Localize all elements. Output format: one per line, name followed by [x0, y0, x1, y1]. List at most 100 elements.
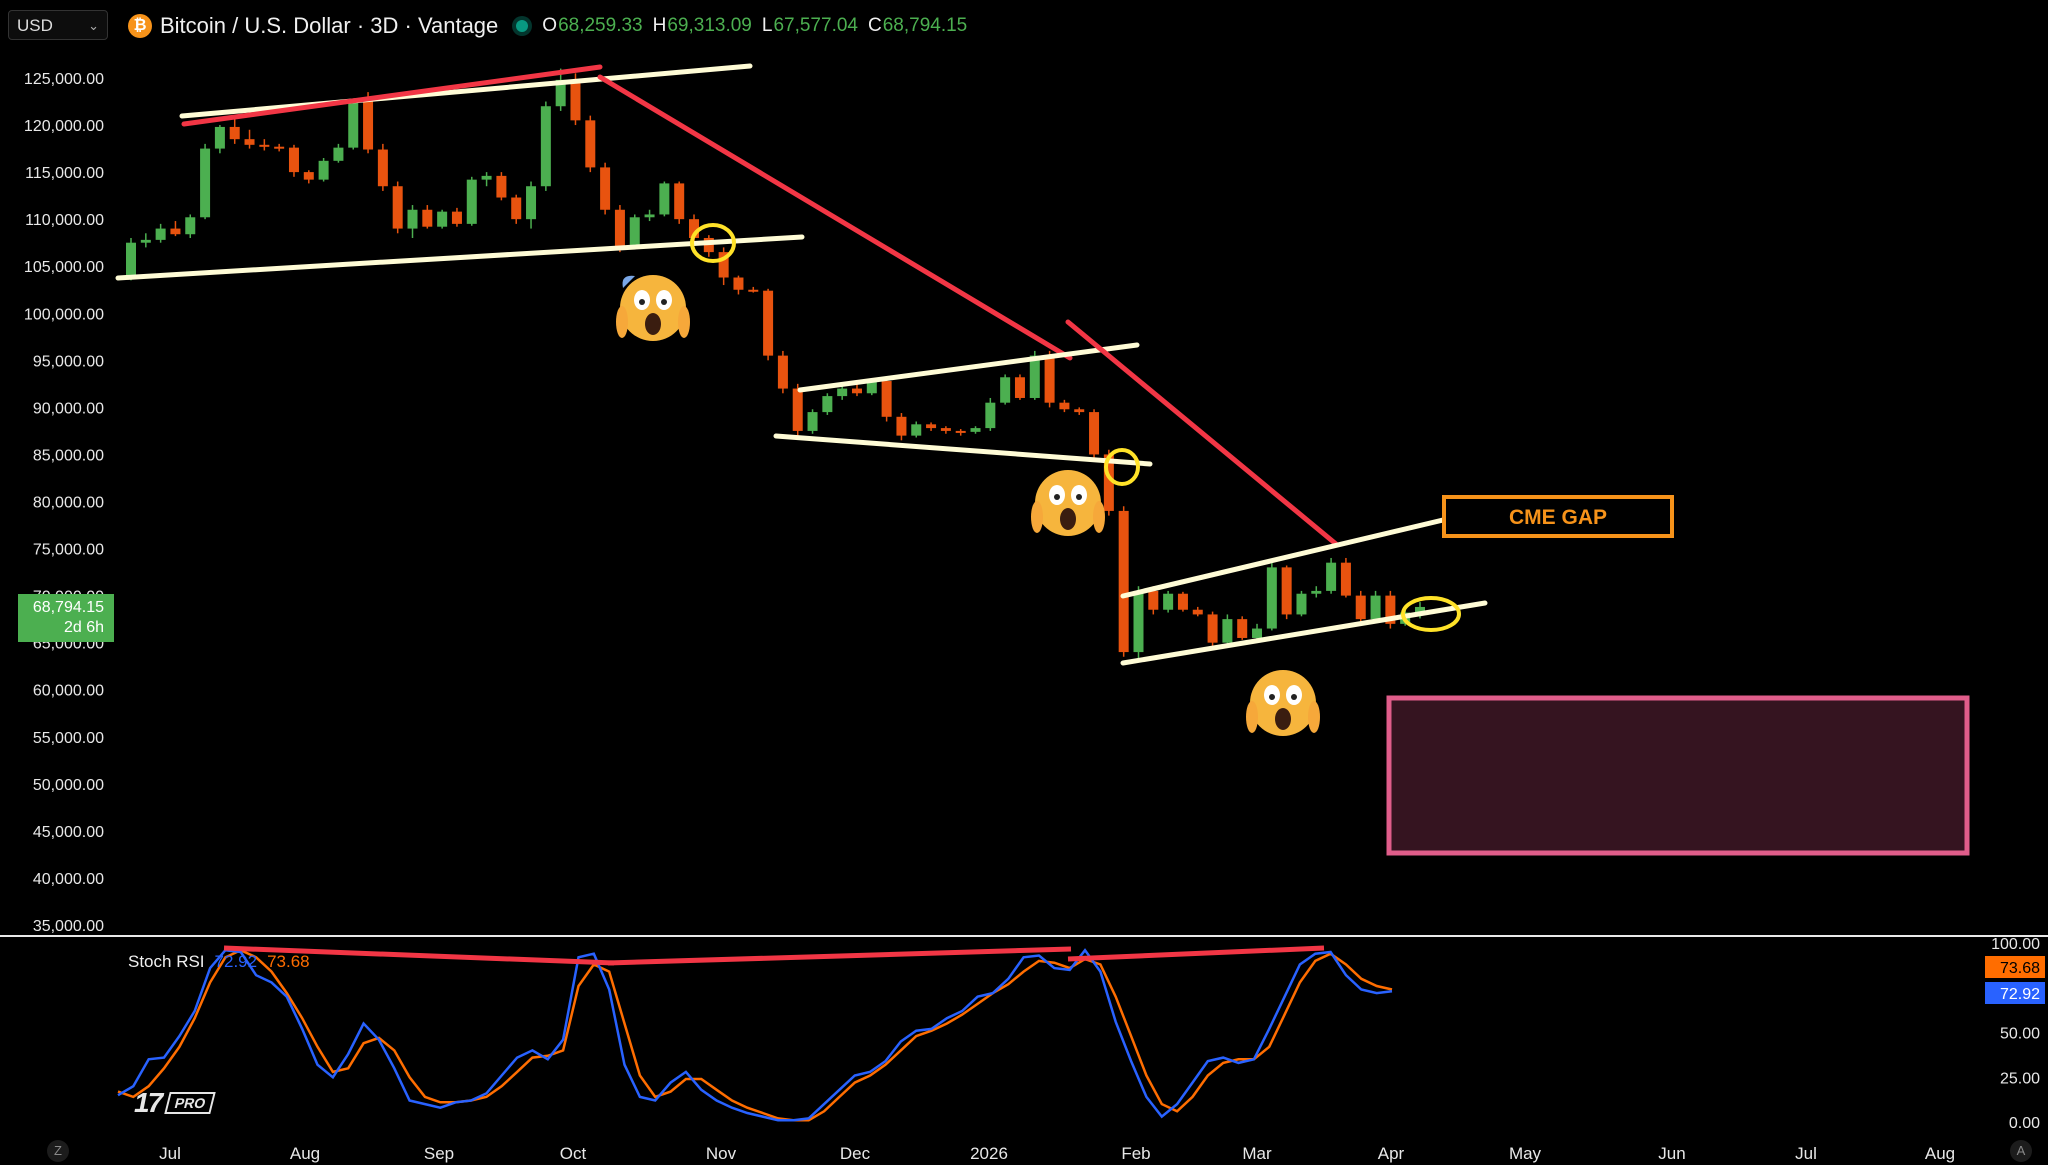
candle-down: [377, 149, 388, 187]
price-tick-label: 120,000.00: [24, 118, 104, 135]
drawings[interactable]: CME GAP: [115, 63, 1970, 856]
stoch-tick-label: 100.00: [1991, 936, 2040, 953]
stoch-d-line: [117, 948, 1393, 1122]
candle-down: [926, 424, 937, 429]
candle-down: [1103, 454, 1114, 511]
price-tick-label: 75,000.00: [33, 542, 104, 559]
candle-down: [1074, 409, 1085, 413]
market-status-icon[interactable]: [516, 20, 529, 32]
lower-trendline-1: [115, 234, 805, 281]
price-tick-label: 80,000.00: [33, 495, 104, 512]
resistance-line-1: [181, 64, 603, 127]
price-tick-label: 90,000.00: [33, 400, 104, 417]
candle-up: [1266, 567, 1277, 629]
stoch-k-tag: [1985, 982, 2045, 1004]
candle-up: [200, 148, 211, 218]
auto-scale-button[interactable]: A: [2010, 1140, 2032, 1162]
stoch-legend-name: Stoch RSI: [128, 952, 205, 971]
candle-up: [214, 126, 225, 149]
low-value: 67,577.04: [773, 15, 858, 36]
pro-badge: PRO: [164, 1092, 217, 1114]
time-axis[interactable]: Jul Aug Sep Oct Nov Dec 2026 Feb Mar Apr May Jun Jul…: [159, 1144, 1955, 1163]
price-axis[interactable]: 125,000.00 120,000.00 115,000.00 110,000.00…: [24, 71, 104, 935]
candle-down: [1044, 355, 1055, 403]
candle-down: [1340, 562, 1351, 596]
candle-up: [140, 239, 151, 243]
stoch-rsi-series: [117, 948, 1393, 1122]
candle-down: [718, 252, 729, 278]
candle-up: [1296, 593, 1307, 615]
candle-up: [526, 186, 537, 220]
symbol-title: Bitcoin / U.S. Dollar · 3D · Vantage: [160, 13, 499, 38]
candle-up: [1222, 619, 1233, 643]
candle-down: [1192, 609, 1203, 615]
stoch-d-tag-text: 73.68: [2000, 960, 2040, 977]
stoch-axis[interactable]: 100.00 50.00 25.00 0.00: [1991, 936, 2040, 1132]
candle-down: [303, 172, 314, 180]
stoch-legend-k: 72.92: [214, 952, 258, 971]
tv-logo-icon: 17: [134, 1087, 163, 1118]
candle-up: [437, 211, 448, 227]
candlestick-series: [126, 68, 1425, 662]
candle-up: [481, 175, 492, 180]
candle-down: [244, 139, 255, 145]
candle-up: [318, 160, 329, 180]
symbol-info[interactable]: ₿ Bitcoin / U.S. Dollar · 3D · Vantage O…: [128, 10, 967, 42]
stoch-legend-d: 73.68: [267, 952, 310, 971]
candle-up: [1252, 628, 1263, 638]
candle-up: [1311, 590, 1322, 594]
candle-down: [851, 388, 862, 394]
price-tick-label: 95,000.00: [33, 353, 104, 370]
candle-down: [288, 147, 299, 173]
breakdown-circle-3: [1401, 596, 1461, 632]
time-tick-label: Jul: [159, 1144, 181, 1163]
upper-trendline-2: [797, 342, 1140, 393]
screaming-face-icon: [616, 275, 690, 341]
zoom-button[interactable]: Z: [47, 1140, 69, 1162]
stoch-legend[interactable]: Stoch RSI 72.92 73.68: [128, 952, 310, 972]
downtrend-line-2: [1065, 319, 1339, 547]
last-price-value: 68,794.15: [32, 599, 104, 616]
candle-down: [1207, 614, 1218, 643]
currency-select[interactable]: USD ⌄: [8, 10, 108, 40]
candle-down: [1148, 590, 1159, 610]
candle-down: [614, 209, 625, 248]
candle-down: [274, 146, 285, 149]
price-tick-label: 60,000.00: [33, 683, 104, 700]
open-value: 68,259.33: [558, 15, 643, 36]
high-value: 69,313.09: [667, 15, 752, 36]
stoch-value-tags: 73.68 72.92: [1985, 956, 2045, 1004]
candle-down: [955, 430, 966, 433]
candle-up: [807, 412, 818, 431]
bitcoin-icon: ₿: [128, 14, 152, 38]
candle-up: [1133, 590, 1144, 653]
candle-up: [866, 381, 877, 394]
screaming-face-icon: [1246, 670, 1320, 736]
ohlc-readout: O68,259.33 H69,313.09 L67,577.04 C68,794…: [542, 15, 968, 36]
candle-up: [911, 424, 922, 436]
stoch-drawings[interactable]: [223, 945, 1325, 966]
downtrend-line-1: [597, 74, 1073, 361]
tradingview-logo: 17 PRO: [134, 1087, 217, 1119]
candle-up: [1370, 595, 1381, 620]
currency-value: USD: [17, 16, 53, 35]
chart-header: USD ⌄ ₿ Bitcoin / U.S. Dollar · 3D · Van…: [0, 0, 2048, 52]
price-tick-label: 35,000.00: [33, 918, 104, 935]
candle-up: [126, 242, 136, 276]
candle-down: [1089, 412, 1100, 455]
candle-up: [407, 209, 418, 229]
candle-down: [259, 144, 270, 147]
candle-down: [1059, 402, 1070, 410]
candle-down: [570, 79, 581, 121]
price-tick-label: 100,000.00: [24, 306, 104, 323]
candle-up: [1029, 355, 1040, 398]
candle-up: [540, 106, 551, 187]
bar-countdown: 2d 6h: [63, 619, 104, 636]
candle-down: [229, 126, 240, 140]
screaming-face-icon: [1031, 470, 1105, 536]
candle-down: [1014, 377, 1025, 398]
stoch-tick-label: 0.00: [2009, 1115, 2040, 1132]
time-tick-label: Jul: [1795, 1144, 1817, 1163]
stoch-divergence-1: [223, 945, 615, 966]
